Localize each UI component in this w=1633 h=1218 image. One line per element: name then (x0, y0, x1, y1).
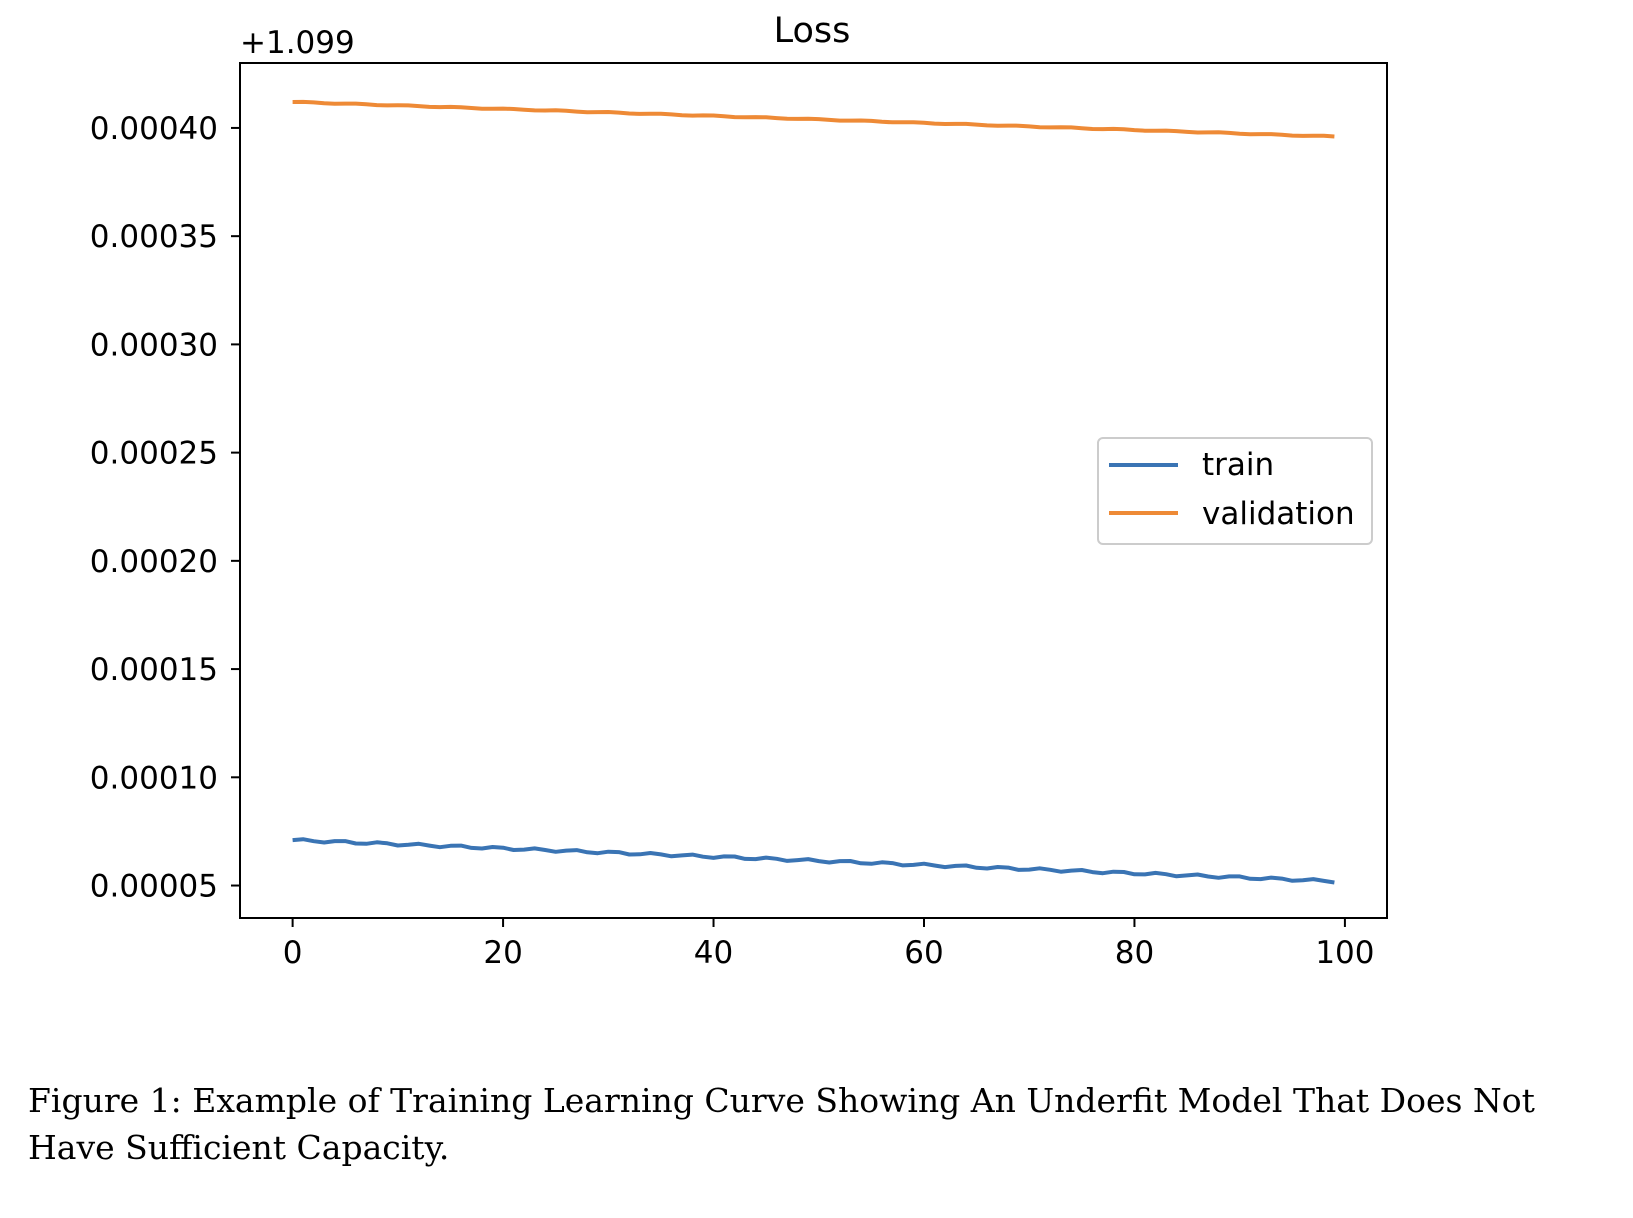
y-tick-label: 0.00035 (90, 219, 218, 255)
y-axis: 0.00005 0.00010 0.00015 0.00020 0.00025 0.000… (90, 111, 240, 905)
legend-label-validation: validation (1202, 496, 1355, 532)
y-tick-label: 0.00040 (90, 111, 218, 147)
y-tick-label: 0.00005 (90, 869, 218, 905)
y-tick-label: 0.00025 (90, 436, 218, 472)
legend: train validation (1097, 437, 1373, 545)
x-tick-label: 0 (283, 935, 303, 971)
legend-label-train: train (1202, 447, 1274, 483)
series-line-validation (292, 99, 1335, 139)
y-offset-label: +1.099 (240, 25, 355, 61)
plot-frame (239, 62, 1388, 919)
x-tick-label: 40 (694, 935, 733, 971)
x-tick-label: 20 (483, 935, 522, 971)
loss-chart: Loss +1.099 0 20 40 60 80 100 0.000050.000100… (90, 11, 1388, 971)
y-tick-label: 0.00030 (90, 327, 218, 363)
x-tick-label: 100 (1315, 935, 1374, 971)
series-layer (292, 99, 1335, 885)
figure-caption: Figure 1: Example of Training Learning C… (28, 1081, 1535, 1167)
y-tick-label: 0.00010 (90, 760, 218, 796)
x-axis: 0 20 40 60 80 100 (283, 918, 1374, 971)
y-tick-label: 0.00020 (90, 544, 218, 580)
chart-title: Loss (774, 11, 851, 51)
x-tick-label: 80 (1115, 935, 1154, 971)
y-tick-label: 0.00015 (90, 652, 218, 688)
series-line-train (292, 837, 1335, 885)
x-tick-label: 60 (904, 935, 943, 971)
